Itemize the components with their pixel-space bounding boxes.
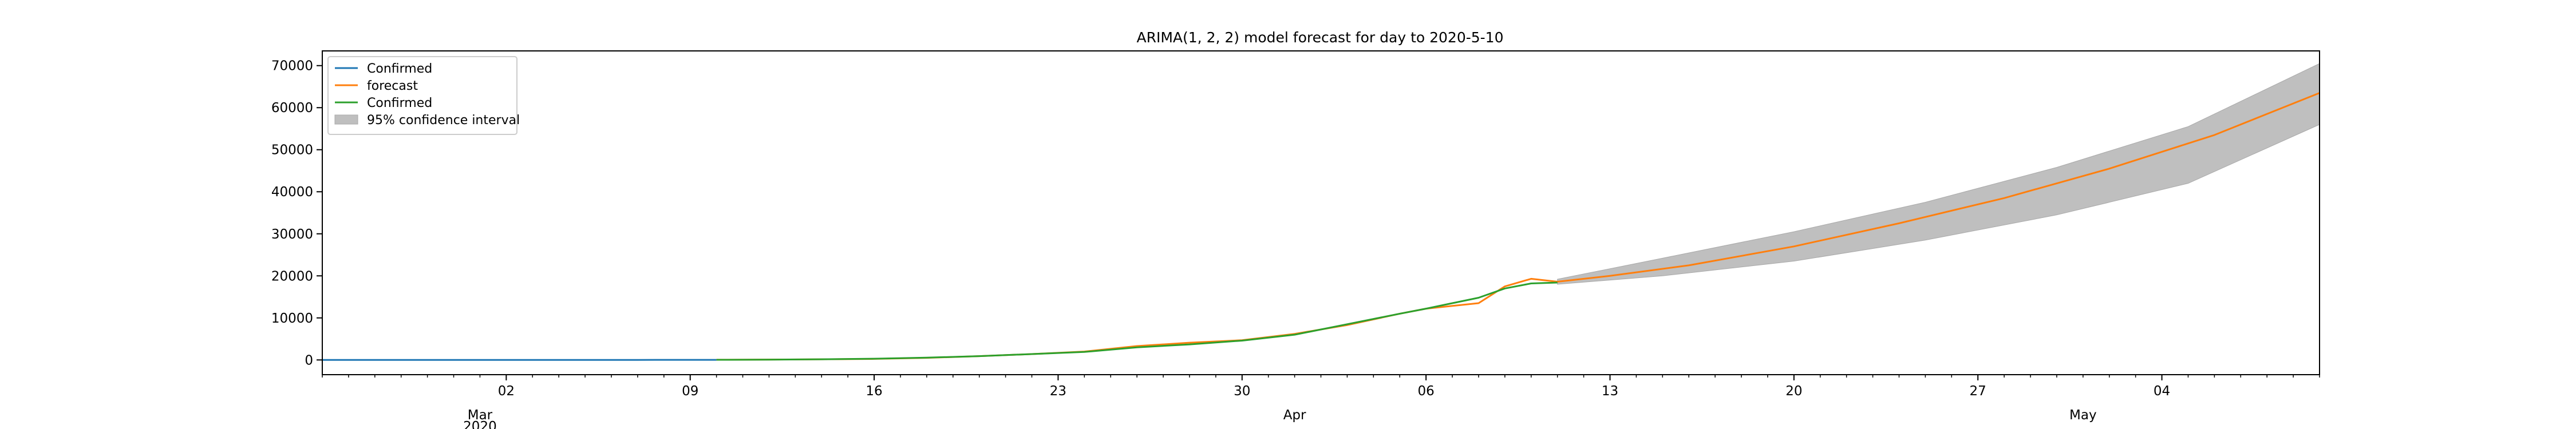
legend-label: Confirmed xyxy=(367,96,432,110)
legend-label: 95% confidence interval xyxy=(367,113,520,128)
legend: Confirmed forecast Confirmed 95% confidence… xyxy=(327,56,520,135)
series-line-1 xyxy=(716,92,2320,361)
legend-label: Confirmed xyxy=(367,62,432,76)
legend-box xyxy=(327,56,517,135)
y-tick-label: 50000 xyxy=(271,143,313,158)
x-tick-label: 13 xyxy=(1602,384,1618,399)
x-tick-label: 09 xyxy=(682,384,698,399)
series-line-2 xyxy=(716,281,1558,361)
legend-swatch xyxy=(334,114,358,125)
x-tick-label: 23 xyxy=(1050,384,1066,399)
y-tick-label: 70000 xyxy=(271,59,313,74)
y-tick-label: 0 xyxy=(305,353,313,368)
x-year-label: 2020 xyxy=(463,419,497,429)
confidence-interval-band xyxy=(1557,63,2320,285)
chart-title: ARIMA(1, 2, 2) model forecast for day to… xyxy=(1137,29,1504,46)
legend-label: forecast xyxy=(367,79,418,93)
x-tick-label: 04 xyxy=(2154,384,2170,399)
x-tick-label: 06 xyxy=(1417,384,1434,399)
x-month-label: May xyxy=(2069,408,2097,423)
x-month-label: Apr xyxy=(1283,408,1306,423)
y-tick-label: 40000 xyxy=(271,185,313,200)
x-tick-label: 30 xyxy=(1234,384,1250,399)
x-tick-label: 27 xyxy=(1970,384,1986,399)
x-tick-label: 02 xyxy=(498,384,515,399)
y-tick-label: 20000 xyxy=(271,269,313,284)
y-tick-label: 10000 xyxy=(271,311,313,326)
y-tick-label: 60000 xyxy=(271,101,313,116)
plot-area: 0 10000 20000 30000 40000 50000 60000 70000 02 09… xyxy=(271,50,2320,429)
x-tick-label: 16 xyxy=(866,384,882,399)
y-tick-label: 30000 xyxy=(271,227,313,242)
x-month-label: Mar xyxy=(468,408,493,423)
x-tick-label: 20 xyxy=(1785,384,1802,399)
